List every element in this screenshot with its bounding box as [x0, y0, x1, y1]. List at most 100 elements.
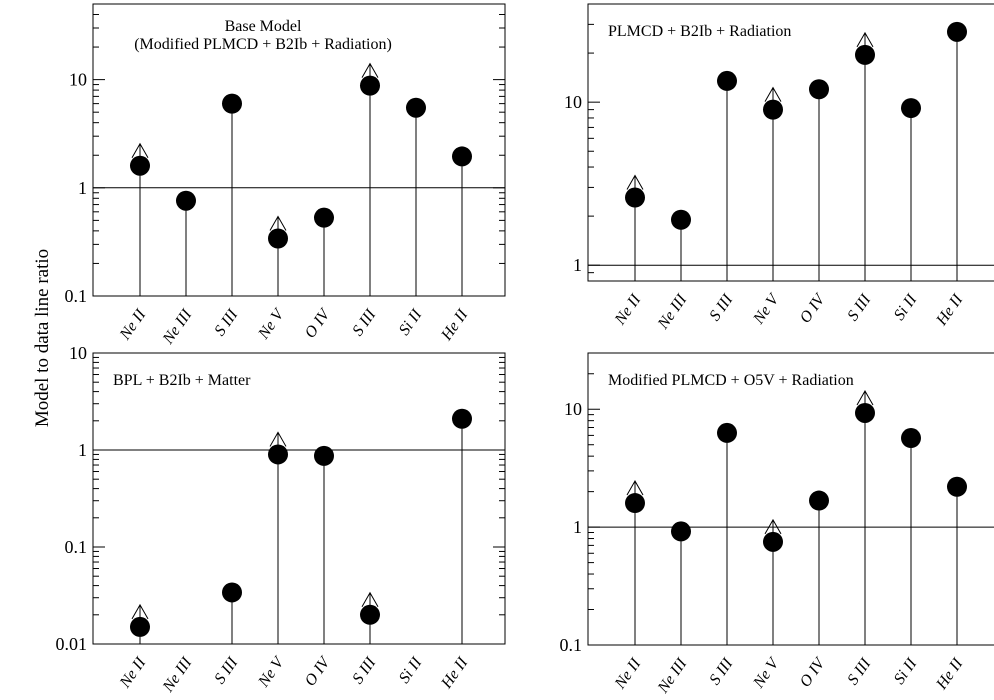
data-point — [671, 521, 691, 542]
x-category-label: O IV — [797, 290, 830, 327]
y-tick-label: 0.1 — [560, 635, 583, 655]
y-tick-label: 1 — [573, 517, 582, 537]
x-category-label: S III — [211, 654, 241, 687]
y-tick-label: 0.1 — [65, 286, 88, 306]
x-category-label: He II — [438, 654, 472, 692]
y-tick-label: 10 — [564, 399, 582, 419]
x-category-label: Si II — [891, 655, 921, 688]
y-axis-label: Model to data line ratio — [32, 249, 53, 427]
x-category-label: Ne II — [116, 654, 149, 692]
x-category-label: S III — [844, 291, 874, 324]
data-point — [268, 444, 288, 465]
x-category-label: Ne V — [750, 290, 784, 328]
data-point — [717, 422, 737, 443]
y-tick-label: 1 — [78, 440, 87, 460]
data-point — [625, 187, 645, 208]
panel-title: Base Model — [225, 18, 302, 35]
lower-limit-arrow-head — [856, 389, 874, 406]
data-point — [947, 476, 967, 497]
data-point — [855, 402, 875, 423]
data-point — [268, 228, 288, 249]
data-point — [314, 207, 334, 228]
x-category-label: S III — [706, 655, 736, 688]
x-category-label: Si II — [396, 306, 426, 339]
y-tick-label: 1 — [78, 178, 87, 198]
x-category-label: Ne III — [654, 655, 691, 697]
plot-frame — [587, 3, 994, 282]
data-point — [222, 582, 242, 603]
x-category-label: Ne II — [116, 306, 149, 344]
x-category-label: O IV — [302, 653, 335, 690]
data-point — [947, 21, 967, 42]
data-point — [176, 190, 196, 211]
data-point — [452, 408, 472, 429]
data-point — [452, 146, 472, 167]
x-category-label: S III — [706, 291, 736, 324]
x-category-label: Ne V — [750, 654, 784, 692]
data-point — [222, 93, 242, 114]
data-point — [625, 493, 645, 514]
y-tick-label: 0.1 — [65, 537, 88, 557]
data-point — [360, 604, 380, 625]
x-category-label: Ne III — [159, 306, 196, 348]
x-category-label: S III — [349, 306, 379, 339]
data-point — [360, 75, 380, 96]
x-category-label: O IV — [302, 305, 335, 342]
data-point — [130, 155, 150, 176]
lower-limit-arrow-head — [626, 480, 644, 496]
data-point — [406, 97, 426, 118]
lower-limit-arrow-head — [269, 431, 287, 447]
y-tick-label: 10 — [564, 92, 582, 112]
lower-limit-arrow-head — [269, 215, 287, 231]
plot-frame — [92, 3, 506, 297]
chart-panel-1: 0.1 1 10 Base Model(Modified PLMCD + B2Ib +… — [65, 3, 506, 348]
plot-frame — [92, 352, 506, 645]
data-point — [901, 428, 921, 449]
x-category-label: Ne II — [611, 655, 644, 693]
lower-limit-arrow-head — [856, 31, 874, 48]
x-category-label: He II — [933, 291, 967, 329]
x-category-label: He II — [438, 306, 472, 344]
lower-limit-arrow-head — [131, 603, 149, 620]
panel-title: PLMCD + B2Ib + Radiation — [608, 23, 791, 40]
lower-limit-arrow-head — [764, 518, 782, 535]
chart-panel-2: 1 10 PLMCD + B2Ib + Radiation Ne II Ne III S … — [564, 3, 994, 333]
lower-limit-arrow-head — [361, 62, 379, 78]
y-tick-label: 10 — [69, 343, 87, 363]
x-category-label: Si II — [891, 291, 921, 324]
data-point — [763, 99, 783, 120]
x-category-label: He II — [933, 655, 967, 693]
chart-panel-4: 0.1 1 10 Modified PLMCD + O5V + Radiation Ne… — [560, 352, 994, 697]
data-point — [855, 44, 875, 65]
chart-panel-3: 0.01 0.1 1 10 BPL + B2Ib + Matter Ne II Ne III… — [56, 343, 506, 696]
plot-frame — [587, 352, 994, 646]
x-category-label: Ne III — [159, 654, 196, 696]
panel-title: BPL + B2Ib + Matter — [113, 372, 251, 389]
x-category-label: Ne V — [255, 653, 289, 691]
data-point — [130, 616, 150, 637]
x-category-label: Ne V — [255, 305, 289, 343]
y-tick-label: 0.01 — [56, 634, 88, 654]
x-category-label: Si II — [396, 654, 426, 687]
x-category-label: Ne III — [654, 291, 691, 333]
data-point — [314, 445, 334, 466]
y-tick-label: 1 — [573, 255, 582, 275]
x-category-label: S III — [211, 306, 241, 339]
lower-limit-arrow-head — [131, 142, 149, 158]
panel-title: Modified PLMCD + O5V + Radiation — [608, 372, 854, 389]
data-point — [671, 209, 691, 230]
lower-limit-arrow-head — [361, 591, 379, 608]
data-point — [809, 79, 829, 100]
data-point — [763, 531, 783, 552]
panel-title: (Modified PLMCD + B2Ib + Radiation) — [134, 36, 392, 53]
y-tick-label: 10 — [69, 70, 87, 90]
x-category-label: Ne II — [611, 291, 644, 329]
data-point — [717, 70, 737, 91]
x-category-label: S III — [844, 655, 874, 688]
lower-limit-arrow-head — [626, 174, 644, 190]
lower-limit-arrow-head — [764, 86, 782, 102]
data-point — [809, 490, 829, 511]
data-point — [901, 98, 921, 119]
x-category-label: S III — [349, 654, 379, 687]
